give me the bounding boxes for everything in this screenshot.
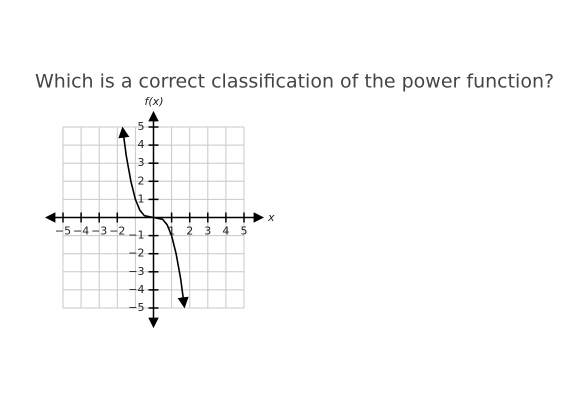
x-tick-label: −4 <box>73 225 89 238</box>
y-tick-label: 3 <box>138 156 145 169</box>
question: Which is a correct classification of the… <box>35 71 554 93</box>
y-tick-label: 1 <box>138 192 145 205</box>
x-tick-label: 4 <box>222 225 229 238</box>
y-axis-label: f(x) <box>145 95 164 108</box>
x-axis-label: x <box>267 211 275 224</box>
x-tick-label: −3 <box>91 225 107 238</box>
y-tick-label: 4 <box>138 138 145 151</box>
x-tick-label: −5 <box>55 225 71 238</box>
x-tick-label: −2 <box>109 225 125 238</box>
y-tick-label: 2 <box>138 174 145 187</box>
y-tick-label: 5 <box>138 120 145 133</box>
x-tick-label: 5 <box>241 225 248 238</box>
y-tick-label: −3 <box>128 265 144 278</box>
y-tick-label: −5 <box>128 301 144 314</box>
y-tick-label: −1 <box>128 229 144 242</box>
x-tick-label: 2 <box>186 225 193 238</box>
function-curve <box>118 126 189 309</box>
y-tick-label: −2 <box>128 247 144 260</box>
x-tick-label: 3 <box>204 225 211 238</box>
y-tick-label: −4 <box>128 283 144 296</box>
